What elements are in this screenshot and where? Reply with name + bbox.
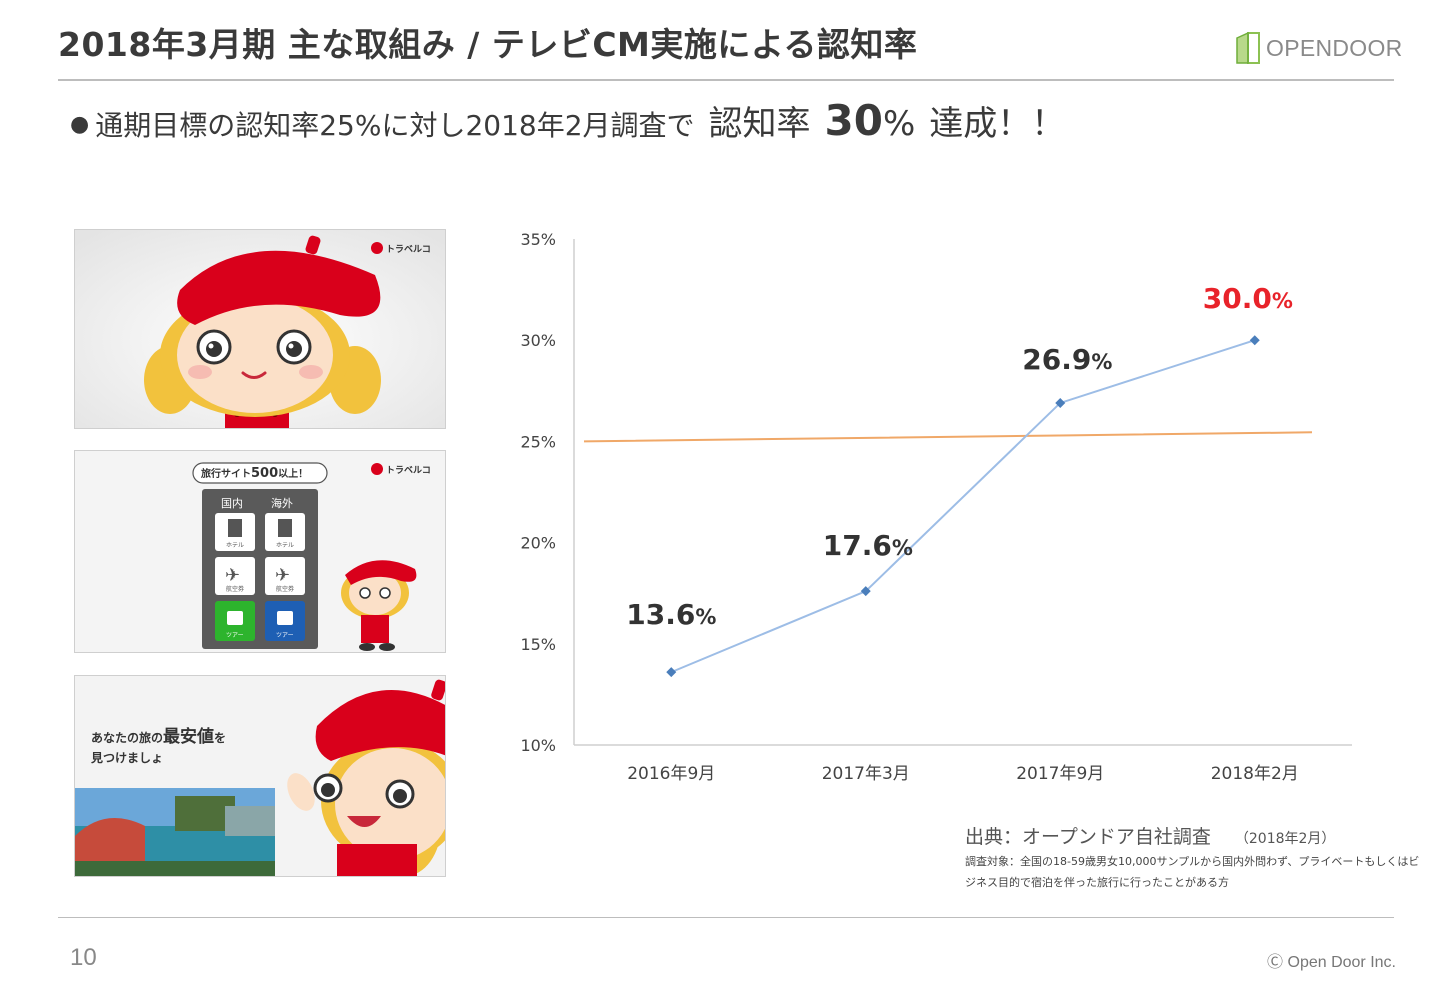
data-point-marker xyxy=(666,667,677,678)
source-label: 出典：オープンドア自社調査 xyxy=(965,826,1211,848)
subtitle-achieved: 達成！！ xyxy=(929,104,1066,144)
mascot-closeup-image: トラベルコ xyxy=(75,230,445,428)
data-label: 13.6% xyxy=(626,598,716,631)
subtitle-main: 通期目標の認知率25%に対し2018年2月調査で xyxy=(95,109,695,142)
x-tick-label: 2017年9月 xyxy=(1016,764,1104,784)
bubble-prefix: 旅行サイト xyxy=(201,467,251,480)
travel-site-image: 旅行サイト500以上！ トラベルコ 国内 海外 ホテル ホテル ✈ ✈ 航空券 … xyxy=(75,451,445,652)
x-tick-label: 2017年3月 xyxy=(822,764,910,784)
tile-tour-label: ツアー xyxy=(276,632,294,639)
data-point-marker xyxy=(860,586,871,597)
y-tick-label: 15% xyxy=(520,635,556,654)
cm-screenshot-1: トラベルコ xyxy=(74,229,446,429)
data-label: 26.9% xyxy=(1022,343,1112,376)
opendoor-logo: OPENDOOR xyxy=(1234,30,1403,66)
footer-divider xyxy=(58,917,1394,918)
airplane-icon: ✈ xyxy=(225,565,240,586)
data-label-unit: % xyxy=(695,605,716,629)
tab-overseas: 海外 xyxy=(271,496,293,510)
page-title: 2018年3月期 主な取組み / テレビCM実施による認知率 xyxy=(58,25,918,64)
tab-domestic: 国内 xyxy=(221,496,243,510)
bubble-number: 500 xyxy=(251,466,278,481)
brand-label: トラベルコ xyxy=(386,244,431,255)
awareness-line xyxy=(670,339,1256,674)
source-note: 出典：オープンドア自社調査 （2018年2月） 調査対象：全国の18-59歳男女1… xyxy=(965,822,1425,893)
header-divider xyxy=(58,79,1394,81)
awareness-line-chart: 10% 15% 20% 25% 30% 35% 2016年9月 2017年3月 2017年9月… xyxy=(520,230,1352,784)
bullet-icon: ● xyxy=(70,112,90,137)
target-line xyxy=(583,431,1313,443)
source-date: （2018年2月） xyxy=(1234,831,1336,847)
data-label-value: 30.0 xyxy=(1203,282,1272,315)
cm-screenshot-3: あなたの旅の最安値を 見つけましょ xyxy=(74,675,446,877)
tagline-suffix: を xyxy=(214,731,226,745)
subtitle-emph: 認知率 xyxy=(708,104,811,144)
tile-tour-label: ツアー xyxy=(226,632,244,639)
tile-hotel-label: ホテル xyxy=(226,542,244,549)
svg-text:旅行サイト500以上！: 旅行サイト500以上！ xyxy=(201,466,308,481)
tagline-line2: 見つけましょ xyxy=(90,750,163,765)
copyright: Ⓒ Open Door Inc. xyxy=(1267,954,1396,971)
cheapest-price-image: あなたの旅の最安値を 見つけましょ xyxy=(75,676,445,876)
data-point-marker xyxy=(1055,397,1066,408)
data-label-value: 13.6 xyxy=(626,598,695,631)
cm-screenshot-2: 旅行サイト500以上！ トラベルコ 国内 海外 ホテル ホテル ✈ ✈ 航空券 … xyxy=(74,450,446,653)
bubble-suffix: 以上！ xyxy=(278,467,308,480)
x-tick-label: 2016年9月 xyxy=(627,764,715,784)
data-label-value: 26.9 xyxy=(1022,343,1091,376)
brand-label: トラベルコ xyxy=(386,465,431,476)
y-tick-label: 10% xyxy=(520,736,556,755)
subtitle-percent: % xyxy=(882,104,916,144)
y-tick-label: 20% xyxy=(520,534,556,553)
x-tick-label: 2018年2月 xyxy=(1211,764,1299,784)
tile-air-label: 航空券 xyxy=(226,585,244,593)
airplane-icon: ✈ xyxy=(275,565,290,586)
subtitle-value: 30 xyxy=(824,96,883,145)
data-label-unit: % xyxy=(1091,350,1112,374)
subtitle: ● 通期目標の認知率25%に対し2018年2月調査で 認知率 30% 達成！！ xyxy=(70,96,1065,145)
tile-air-label: 航空券 xyxy=(276,585,294,593)
svg-text:あなたの旅の最安値を: あなたの旅の最安値を xyxy=(91,726,226,747)
page-number: 10 xyxy=(70,944,97,971)
source-detail: 調査対象：全国の18-59歳男女10,000サンプルから国内外問わず、プライベー… xyxy=(965,855,1420,889)
tagline-prefix: あなたの旅の xyxy=(91,730,163,745)
data-label-value: 17.6 xyxy=(823,529,892,562)
y-tick-label: 30% xyxy=(520,331,556,350)
y-tick-label: 35% xyxy=(520,230,556,249)
y-tick-label: 25% xyxy=(520,432,556,451)
tagline-cheapest: 最安値 xyxy=(163,726,214,747)
tile-hotel-label: ホテル xyxy=(276,542,294,549)
door-icon xyxy=(1236,31,1260,64)
logo-text: OPENDOOR xyxy=(1266,34,1403,61)
data-label: 30.0% xyxy=(1203,282,1293,315)
data-point-marker xyxy=(1249,335,1260,346)
data-label-unit: % xyxy=(1272,289,1293,313)
data-label: 17.6% xyxy=(823,529,913,562)
data-label-unit: % xyxy=(892,536,913,560)
